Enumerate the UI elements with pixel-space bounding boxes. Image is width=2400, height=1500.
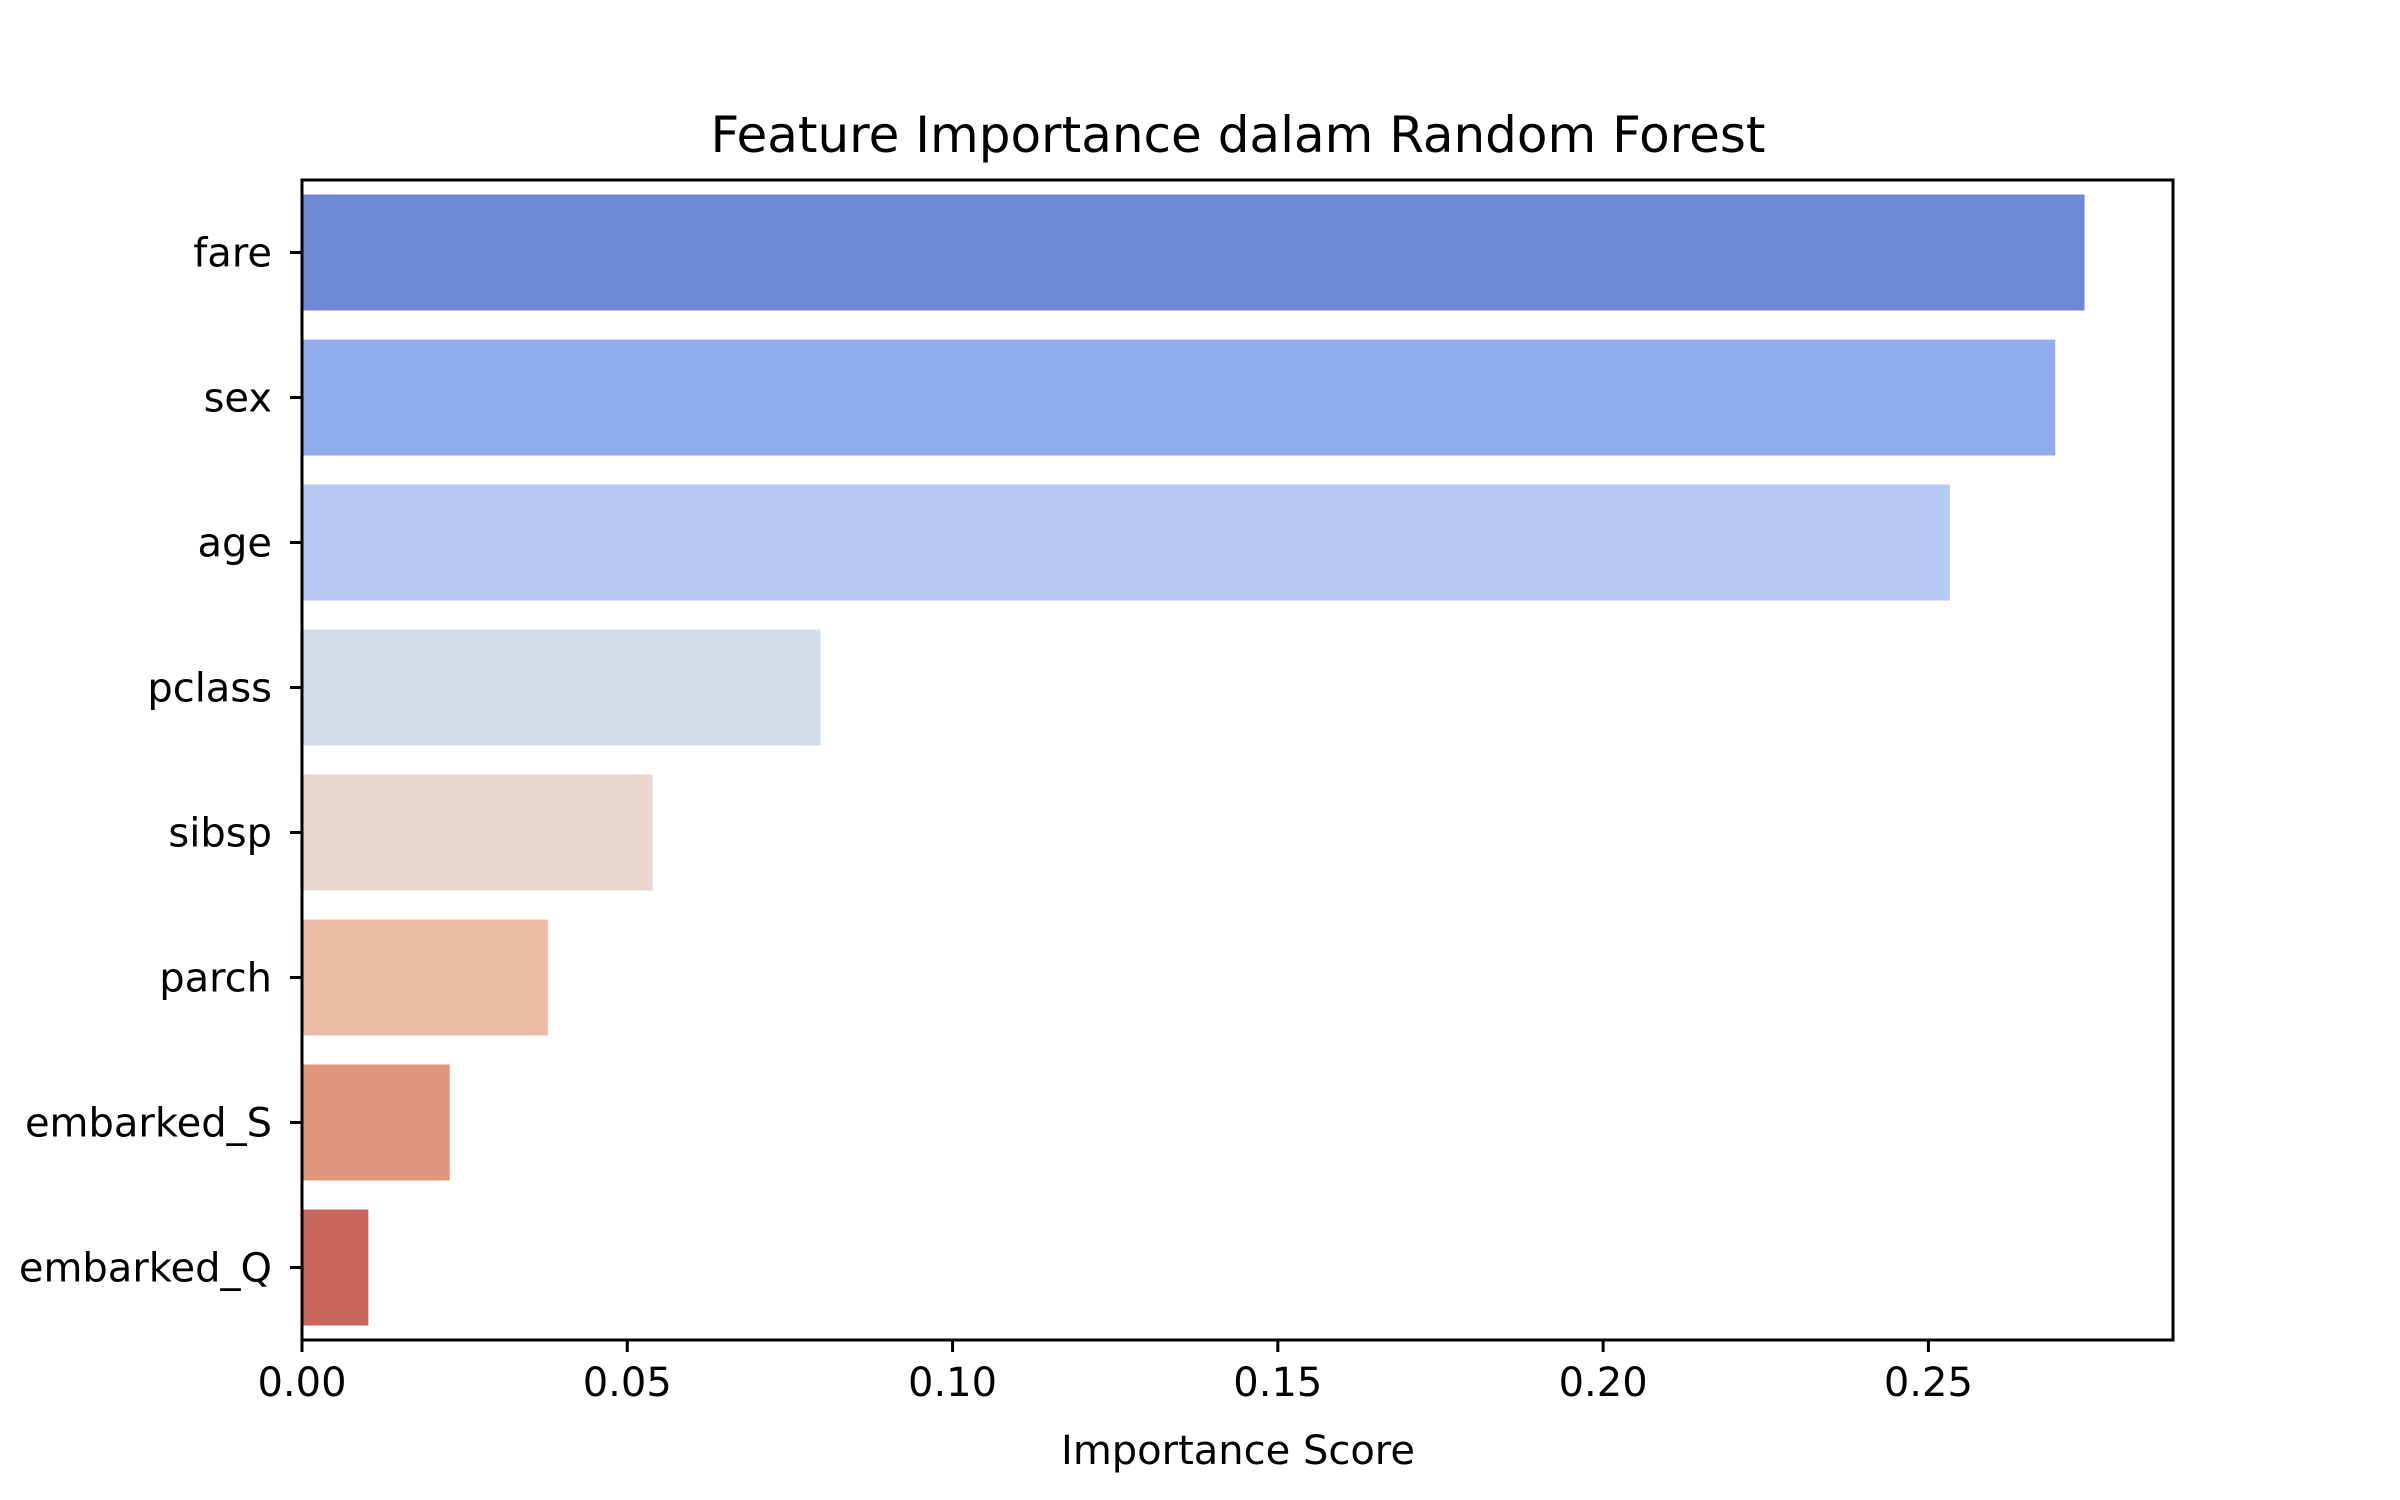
y-tick-label: parch [159, 956, 272, 1002]
x-tick-label: 0.10 [908, 1360, 997, 1406]
bar-embarked-s [302, 1064, 450, 1181]
bar-sex [302, 339, 2056, 456]
x-axis-label: Importance Score [1061, 1428, 1415, 1474]
y-tick-label: sex [204, 376, 272, 422]
x-tick-label: 0.05 [583, 1360, 672, 1406]
y-tick-label: embarked_Q [19, 1246, 272, 1292]
plot-frame [300, 178, 2175, 1342]
bar-age [302, 484, 1950, 601]
bar-fare [302, 194, 2085, 311]
bar-sibsp [302, 774, 653, 891]
bar-pclass [302, 629, 821, 746]
x-tick-label: 0.20 [1559, 1360, 1648, 1406]
x-tick-label: 0.00 [257, 1360, 346, 1406]
bar-parch [302, 919, 548, 1036]
y-tick-label: embarked_S [25, 1101, 272, 1147]
x-axis-ticks: 0.00 0.05 0.10 0.15 0.20 0.25 [257, 1340, 1973, 1406]
y-tick-label: fare [193, 231, 272, 277]
y-tick-label: age [197, 521, 272, 567]
bars-layer [302, 194, 2085, 1326]
x-tick-label: 0.15 [1233, 1360, 1322, 1406]
y-axis-ticks: fare sex age pclass sibsp parch embarked_Semba… [19, 231, 302, 1292]
y-tick-label: sibsp [168, 811, 272, 857]
y-tick-label: pclass [147, 666, 272, 712]
x-tick-label: 0.25 [1884, 1360, 1973, 1406]
bar-embarked-q [302, 1209, 369, 1326]
chart-title: Feature Importance dalam Random Forest [710, 106, 1765, 164]
